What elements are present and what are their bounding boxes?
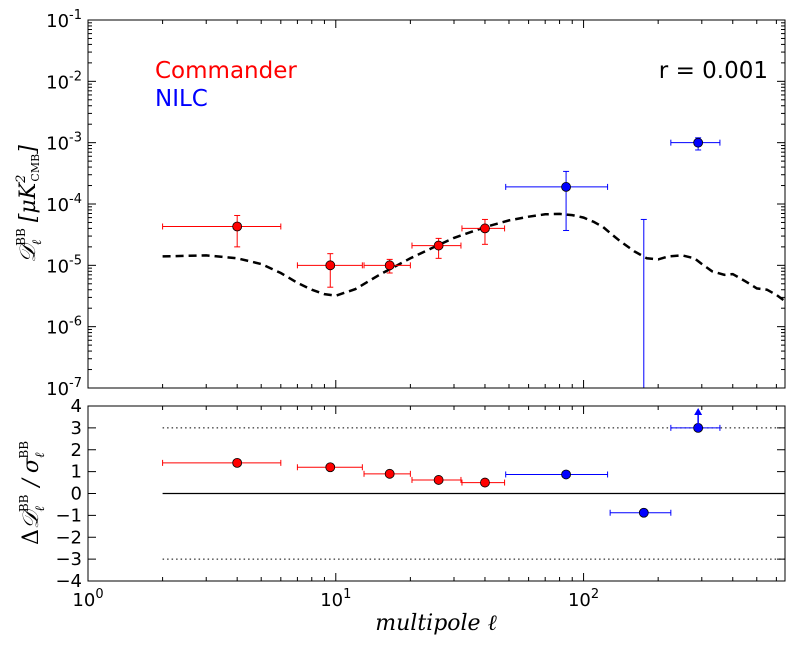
y-tick-label: 3 <box>71 418 82 439</box>
y-tick-label: 10-6 <box>46 315 82 339</box>
model-curve-line <box>162 212 786 303</box>
y-tick-label: −4 <box>55 571 82 592</box>
data-point <box>480 477 490 488</box>
y-tick-label: 10-7 <box>46 376 82 400</box>
x-tick-label: 101 <box>320 587 351 611</box>
data-point <box>638 507 649 518</box>
data-point <box>384 468 395 479</box>
bottom-plot-frame <box>87 405 786 582</box>
y-tick-label: −1 <box>55 505 82 526</box>
x-tick-label: 102 <box>568 587 599 611</box>
y-tick-label: −2 <box>55 527 82 548</box>
top-x-ticks <box>87 20 777 388</box>
y-tick-label: 10-2 <box>46 69 82 93</box>
x-tick-label: 100 <box>72 587 103 611</box>
data-point <box>325 260 336 271</box>
upper-arrow-head <box>694 408 703 415</box>
y-tick-label: 10-4 <box>46 192 82 216</box>
y-tick-label: 2 <box>71 440 82 461</box>
svg-text:𝒟ℓBB[μK2CMB]: 𝒟ℓBB[μK2CMB] <box>14 145 45 263</box>
data-point <box>433 240 444 251</box>
data-point <box>561 182 571 192</box>
data-point <box>232 457 243 468</box>
legend-commander: Commander <box>155 58 297 84</box>
svg-text:Δ𝒟ℓBB/σℓBB: Δ𝒟ℓBB/σℓBB <box>17 441 48 545</box>
top-data-points <box>162 137 721 388</box>
model-curve <box>162 212 786 303</box>
top-panel: 10-7 10-6 10-5 10-4 10-3 10-2 10-1 Commander N… <box>14 8 786 400</box>
data-point <box>325 462 336 473</box>
data-point <box>561 469 571 480</box>
y-tick-label: 1 <box>71 462 82 483</box>
y-tick-label: 0 <box>71 484 82 505</box>
y-tick-label: 10-5 <box>46 253 82 277</box>
top-y-ticks: 10-7 10-6 10-5 10-4 10-3 10-2 10-1 <box>46 8 785 400</box>
y-tick-label: 10-1 <box>46 8 82 32</box>
bottom-x-ticks: 100 101 102 <box>72 406 777 611</box>
data-point <box>433 475 444 485</box>
top-plot-frame <box>87 19 786 389</box>
annotation-r-value: r = 0.001 <box>659 58 768 84</box>
bottom-y-axis-label: Δ𝒟ℓBB/σℓBB <box>17 441 48 545</box>
legend-nilc: NILC <box>155 86 208 112</box>
data-point <box>693 137 704 148</box>
top-y-axis-label: 𝒟ℓBB[μK2CMB] <box>14 145 45 263</box>
y-tick-label: 10-3 <box>46 131 82 155</box>
data-point <box>480 223 490 234</box>
data-point <box>232 221 243 232</box>
y-tick-label: −3 <box>55 549 82 570</box>
y-tick-label: 4 <box>71 396 82 417</box>
x-axis-label: multipole ℓ <box>375 611 497 636</box>
data-point <box>384 260 395 271</box>
bottom-data-points <box>162 408 721 518</box>
